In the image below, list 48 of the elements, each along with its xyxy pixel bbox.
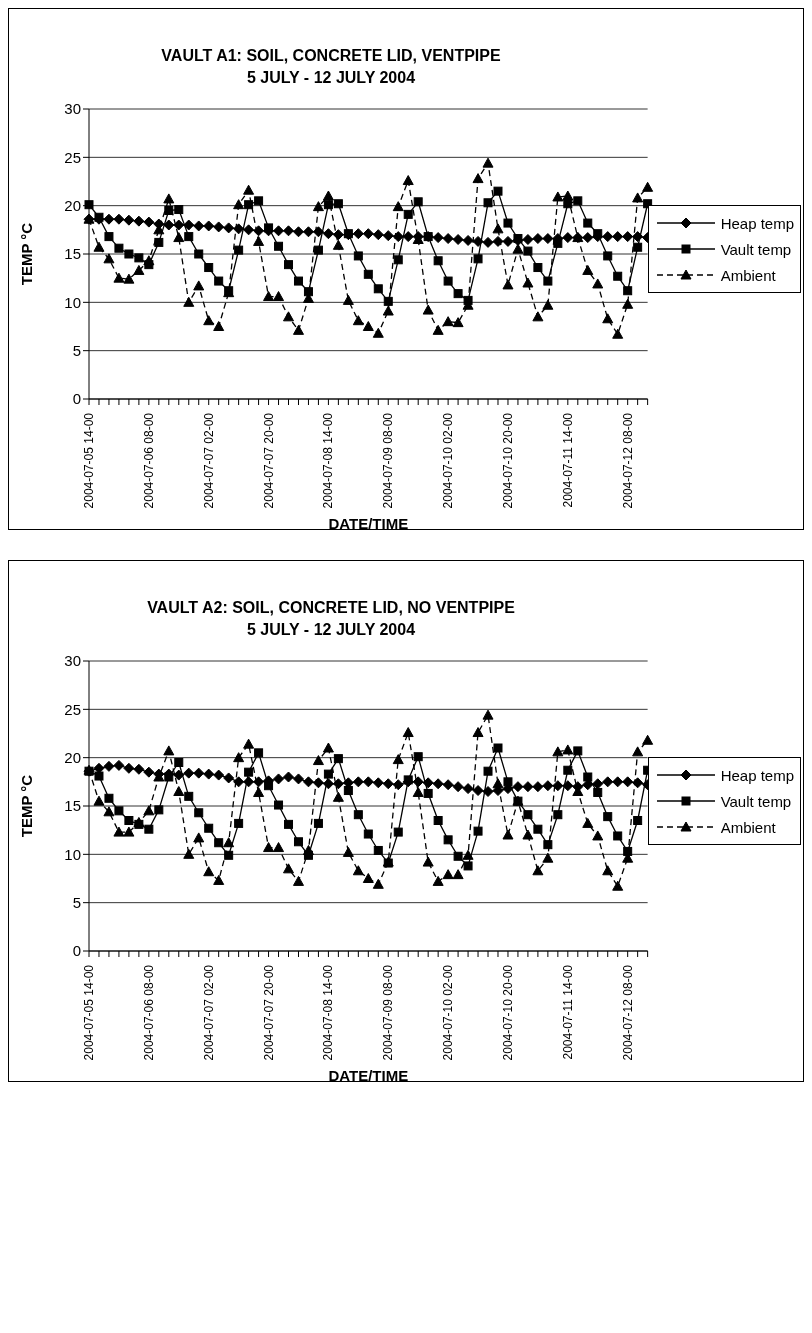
y-tick-label: 5 — [72, 893, 81, 911]
y-tick-label: 5 — [72, 341, 81, 359]
x-tick-label: 2004-07-12 08-00 — [620, 964, 635, 1061]
y-tick-label: 15 — [64, 797, 81, 815]
y-tick-label: 15 — [64, 245, 81, 263]
x-tick-label: 2004-07-06 08-00 — [141, 964, 156, 1061]
x-tick-label: 2004-07-11 14-00 — [560, 412, 575, 508]
chart-title: VAULT A1: SOIL, CONCRETE LID, VENTPIPE — [160, 46, 502, 66]
x-tick-label: 2004-07-10 02-00 — [441, 412, 456, 509]
x-tick-label: 2004-07-05 14-00 — [82, 964, 96, 1061]
x-tick-label: 2004-07-07 20-00 — [261, 412, 276, 509]
y-tick-label: 10 — [64, 293, 81, 311]
y-tick-label: 30 — [64, 100, 81, 118]
x-axis-title: DATE/TIME — [328, 1067, 409, 1084]
x-tick-label: 2004-07-10 20-00 — [500, 412, 515, 509]
legend-label: Ambient — [720, 266, 776, 284]
legend-label: Heap temp — [720, 766, 794, 784]
y-tick-label: 25 — [64, 700, 81, 718]
y-tick-label: 0 — [72, 390, 81, 408]
legend-label: Vault temp — [720, 792, 792, 810]
x-axis-title: DATE/TIME — [328, 515, 409, 532]
y-tick-label: 25 — [64, 148, 81, 166]
x-tick-label: 2004-07-09 08-00 — [381, 412, 396, 509]
legend-label: Vault temp — [720, 240, 792, 258]
y-tick-label: 0 — [72, 942, 81, 960]
x-tick-label: 2004-07-11 14-00 — [560, 964, 575, 1060]
chart-subtitle: 5 JULY - 12 JULY 2004 — [245, 68, 417, 88]
y-axis-title: TEMP °C — [18, 222, 36, 286]
x-tick-label: 2004-07-07 02-00 — [201, 412, 216, 509]
x-tick-label: 2004-07-06 08-00 — [141, 412, 156, 509]
x-tick-label: 2004-07-10 02-00 — [441, 964, 456, 1061]
chart-title: VAULT A2: SOIL, CONCRETE LID, NO VENTPIPE — [146, 598, 516, 618]
x-tick-label: 2004-07-08 14-00 — [321, 964, 336, 1061]
legend-label: Heap temp — [720, 214, 794, 232]
legend-label: Ambient — [720, 818, 776, 836]
chart-subtitle: 5 JULY - 12 JULY 2004 — [245, 620, 417, 640]
y-tick-label: 10 — [64, 845, 81, 863]
x-tick-label: 2004-07-09 08-00 — [381, 964, 396, 1061]
x-tick-label: 2004-07-10 20-00 — [500, 964, 515, 1061]
x-tick-label: 2004-07-08 14-00 — [321, 412, 336, 509]
y-tick-label: 20 — [64, 748, 81, 766]
x-tick-label: 2004-07-05 14-00 — [82, 412, 96, 509]
y-tick-label: 20 — [64, 196, 81, 214]
x-tick-label: 2004-07-07 02-00 — [201, 964, 216, 1061]
x-tick-label: 2004-07-12 08-00 — [620, 412, 635, 509]
y-tick-label: 30 — [64, 652, 81, 670]
y-axis-title: TEMP °C — [18, 774, 36, 838]
x-tick-label: 2004-07-07 20-00 — [261, 964, 276, 1061]
